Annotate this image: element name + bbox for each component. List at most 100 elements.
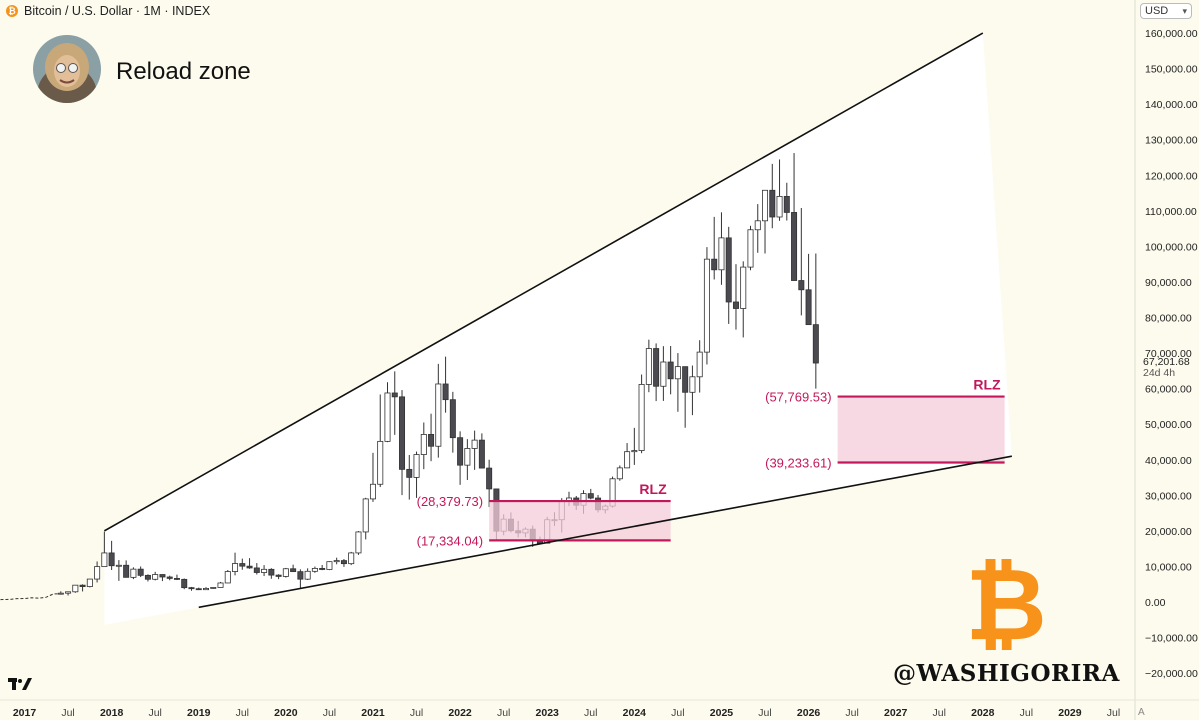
candle-body-up (326, 561, 333, 570)
candle (674, 353, 681, 412)
candle (115, 560, 122, 581)
candle-body-down (173, 578, 180, 580)
y-tick-label: 0.00 (1145, 597, 1166, 609)
candle-body-up (304, 570, 311, 580)
candle (791, 153, 798, 281)
x-tick-label: Jul (497, 707, 510, 719)
last-price-label: 67,201.68 24d 4h (1143, 357, 1190, 379)
candle-body-down (275, 574, 282, 577)
candle (275, 574, 282, 580)
auto-scale-button[interactable]: A (1138, 707, 1145, 718)
candle (631, 427, 638, 465)
candle (435, 363, 442, 458)
candle (246, 558, 253, 569)
candle (311, 566, 318, 573)
history-line (0, 593, 61, 601)
chart-subtitle: Reload zone (116, 58, 251, 85)
watermark-handle: @WASHIGORIRA (893, 660, 1120, 687)
candle-body-down (391, 392, 398, 398)
candle (253, 563, 260, 575)
candle-body-down (144, 574, 151, 580)
candle-body-up (217, 582, 224, 588)
y-tick-label: 110,000.00 (1145, 206, 1197, 218)
currency-selector[interactable]: USD ▾ (1140, 3, 1192, 19)
candle-body-up (210, 587, 217, 589)
x-tick-label: 2029 (1058, 707, 1082, 719)
candle (696, 340, 703, 393)
y-tick-label: 60,000.00 (1145, 384, 1192, 396)
symbol-title[interactable]: Bitcoin / U.S. Dollar · 1M · INDEX (24, 4, 211, 18)
y-tick-label: 80,000.00 (1145, 313, 1192, 325)
lower-trendline (198, 455, 1013, 609)
candle-body-up (282, 568, 289, 577)
history-series-line (0, 593, 61, 601)
x-tick-label: Jul (61, 707, 74, 719)
candle (348, 551, 355, 566)
y-tick-label: 20,000.00 (1145, 526, 1192, 538)
rlz-zone-top-label: (28,379.73) (417, 494, 484, 509)
time-axis[interactable]: 2017 Jul 2018 Jul 2019 Jul 2020 Jul 2021 Jul 2022 J… (13, 707, 1120, 719)
candle-body-up (703, 258, 710, 353)
candle (718, 212, 725, 285)
candle-body-up (86, 578, 93, 587)
candle-body-down (711, 258, 718, 271)
candle (79, 584, 86, 592)
candle (812, 253, 819, 389)
y-tick-label: 70,000.00 (1145, 348, 1192, 360)
candle-body-up (674, 366, 681, 380)
candle-body-down (399, 396, 406, 470)
candle-body-down (769, 189, 776, 218)
candle-body-down (791, 212, 798, 281)
candle-body-down (406, 468, 413, 478)
candle (188, 586, 195, 591)
candle (65, 591, 72, 596)
candle (239, 558, 246, 570)
candle (152, 571, 159, 581)
candle-body-up (616, 467, 623, 480)
candle-body-up (72, 584, 79, 593)
tradingview-logo-icon[interactable] (8, 678, 32, 697)
x-tick-label: 2026 (797, 707, 821, 719)
candle-body-up (631, 450, 638, 453)
candle (442, 356, 449, 413)
candle (130, 567, 137, 580)
candle (377, 394, 384, 488)
candle (166, 575, 173, 581)
candle (769, 163, 776, 229)
profile-avatar (33, 35, 101, 103)
x-tick-label: 2027 (884, 707, 908, 719)
candle-body-up (471, 439, 478, 449)
reload-zones: (28,379.73) (17,334.04) RLZ (57,769.53) (39,… (417, 377, 1005, 548)
candle-body-up (311, 567, 318, 572)
x-tick-label: Jul (845, 707, 858, 719)
candle (261, 565, 268, 577)
candle-body-down (239, 563, 246, 567)
candle-body-up (776, 196, 783, 218)
candle (587, 488, 594, 500)
candle (108, 540, 115, 570)
candle (232, 552, 239, 576)
candle (428, 413, 435, 462)
candle (202, 587, 209, 591)
candle-body-up (762, 189, 769, 222)
y-tick-label: 50,000.00 (1145, 419, 1192, 431)
candle-body-down (682, 366, 689, 393)
candle (224, 569, 231, 584)
candle (362, 497, 369, 540)
candle (457, 431, 464, 485)
price-axis[interactable]: 160,000.00 150,000.00 140,000.00 130,000.00… (1145, 28, 1198, 680)
candle (369, 452, 376, 502)
candle (268, 568, 275, 579)
rlz-zone-bottom-label: (17,334.04) (417, 533, 484, 548)
bitcoin-logo-icon: ₿ (965, 546, 1047, 663)
candle-body-down (181, 578, 188, 589)
rlz-zone-fill (489, 501, 671, 541)
candle (754, 204, 761, 253)
last-price-value: 67,201.68 (1143, 356, 1190, 368)
candle (653, 343, 660, 402)
candle-body-down (812, 324, 819, 364)
candle-body-up (754, 220, 761, 231)
candle (645, 339, 652, 393)
candle-body-up (435, 383, 442, 447)
